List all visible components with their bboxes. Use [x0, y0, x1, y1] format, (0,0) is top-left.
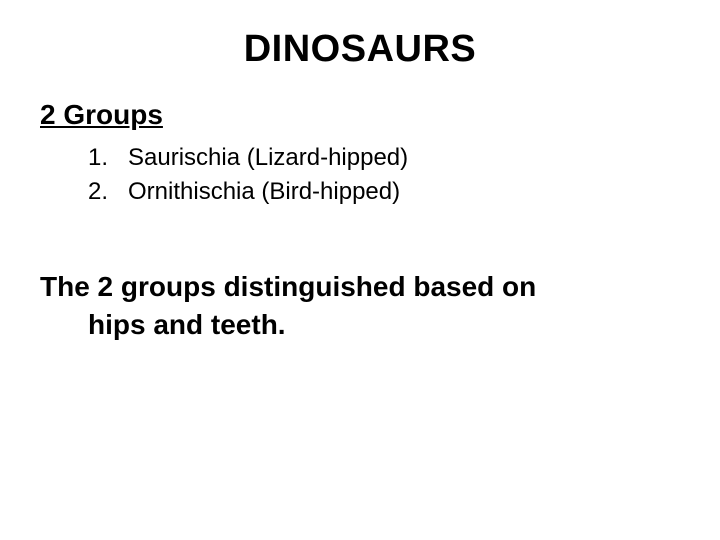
conclusion-line1: The 2 groups distinguished based on	[40, 271, 536, 302]
list-text: Ornithischia (Bird-hipped)	[128, 175, 400, 209]
slide-container: DINOSAURS 2 Groups 1. Saurischia (Lizard…	[0, 0, 720, 540]
list-number: 2.	[88, 175, 116, 209]
list-text: Saurischia (Lizard-hipped)	[128, 141, 408, 175]
groups-list: 1. Saurischia (Lizard-hipped) 2. Ornithi…	[88, 141, 680, 208]
list-number: 1.	[88, 141, 116, 175]
slide-title: DINOSAURS	[40, 28, 680, 71]
list-item: 1. Saurischia (Lizard-hipped)	[88, 141, 680, 175]
conclusion-line2: hips and teeth.	[40, 309, 286, 340]
list-item: 2. Ornithischia (Bird-hipped)	[88, 175, 680, 209]
groups-subtitle: 2 Groups	[40, 99, 680, 131]
conclusion-text: The 2 groups distinguished based on hips…	[40, 268, 680, 344]
